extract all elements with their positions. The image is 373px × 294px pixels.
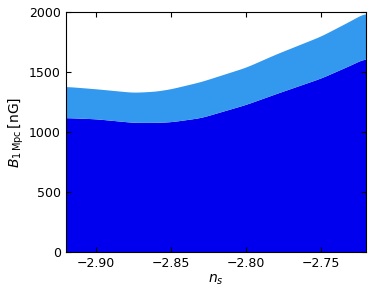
X-axis label: $n_s$: $n_s$ [208,273,224,287]
Y-axis label: $B_{\mathrm{1\,Mpc}}\,[\mathrm{nG}]$: $B_{\mathrm{1\,Mpc}}\,[\mathrm{nG}]$ [7,96,26,168]
